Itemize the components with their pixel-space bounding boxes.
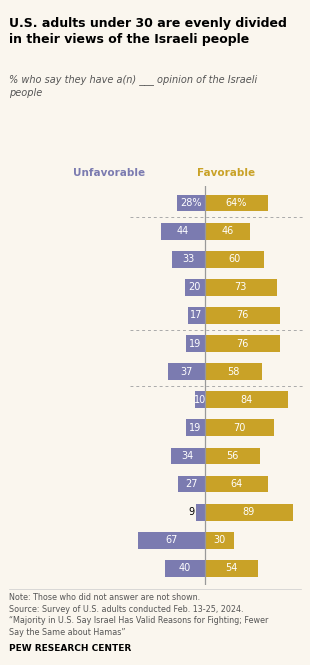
Text: 89: 89	[243, 507, 255, 517]
Bar	[205, 195, 268, 211]
Bar	[195, 391, 205, 408]
Bar	[205, 560, 258, 577]
Bar	[185, 279, 205, 296]
Bar	[205, 223, 250, 239]
Text: 10: 10	[193, 395, 206, 405]
Text: 84: 84	[240, 395, 252, 405]
Text: 19: 19	[189, 423, 201, 433]
Bar	[168, 363, 205, 380]
Text: 20: 20	[188, 283, 201, 293]
Text: 40: 40	[179, 563, 191, 573]
Text: 19: 19	[189, 338, 201, 348]
Bar	[205, 420, 274, 436]
Text: PEW RESEARCH CENTER: PEW RESEARCH CENTER	[9, 644, 131, 653]
Text: Favorable: Favorable	[197, 168, 255, 178]
Bar	[205, 251, 264, 268]
Text: 34: 34	[182, 451, 194, 461]
Bar	[205, 503, 293, 521]
Text: 46: 46	[221, 226, 233, 236]
Text: 27: 27	[185, 479, 197, 489]
Text: 56: 56	[226, 451, 239, 461]
Text: 64%: 64%	[226, 198, 247, 208]
Bar	[205, 335, 280, 352]
Text: 73: 73	[235, 283, 247, 293]
Text: 17: 17	[190, 311, 202, 321]
Bar	[205, 307, 280, 324]
Bar	[205, 279, 277, 296]
Text: Note: Those who did not answer are not shown.
Source: Survey of U.S. adults cond: Note: Those who did not answer are not s…	[9, 593, 269, 636]
Bar	[165, 560, 205, 577]
Text: 58: 58	[227, 366, 240, 376]
Bar	[205, 391, 288, 408]
Bar	[196, 503, 205, 521]
Bar	[178, 475, 205, 493]
Text: 44: 44	[177, 226, 189, 236]
Bar	[205, 532, 234, 549]
Text: 70: 70	[233, 423, 246, 433]
Text: % who say they have a(n) ___ opinion of the Israeli
people: % who say they have a(n) ___ opinion of …	[9, 74, 258, 98]
Text: 76: 76	[236, 311, 249, 321]
Bar	[138, 532, 205, 549]
Bar	[205, 363, 262, 380]
Bar	[186, 335, 205, 352]
Text: Unfavorable: Unfavorable	[73, 168, 145, 178]
Bar	[161, 223, 205, 239]
Text: U.S. adults under 30 are evenly divided
in their views of the Israeli people: U.S. adults under 30 are evenly divided …	[9, 17, 287, 46]
Bar	[172, 251, 205, 268]
Text: 33: 33	[182, 254, 194, 264]
Text: 9: 9	[188, 507, 194, 517]
Text: 67: 67	[165, 535, 178, 545]
Text: 60: 60	[228, 254, 241, 264]
Text: 54: 54	[225, 563, 237, 573]
Bar	[171, 448, 205, 464]
Bar	[205, 475, 268, 493]
Bar	[177, 195, 205, 211]
Text: 30: 30	[213, 535, 226, 545]
Text: 28%: 28%	[180, 198, 202, 208]
Text: 64: 64	[230, 479, 242, 489]
Bar	[188, 307, 205, 324]
Bar	[186, 420, 205, 436]
Text: 76: 76	[236, 338, 249, 348]
Bar	[205, 448, 260, 464]
Text: 37: 37	[180, 366, 193, 376]
